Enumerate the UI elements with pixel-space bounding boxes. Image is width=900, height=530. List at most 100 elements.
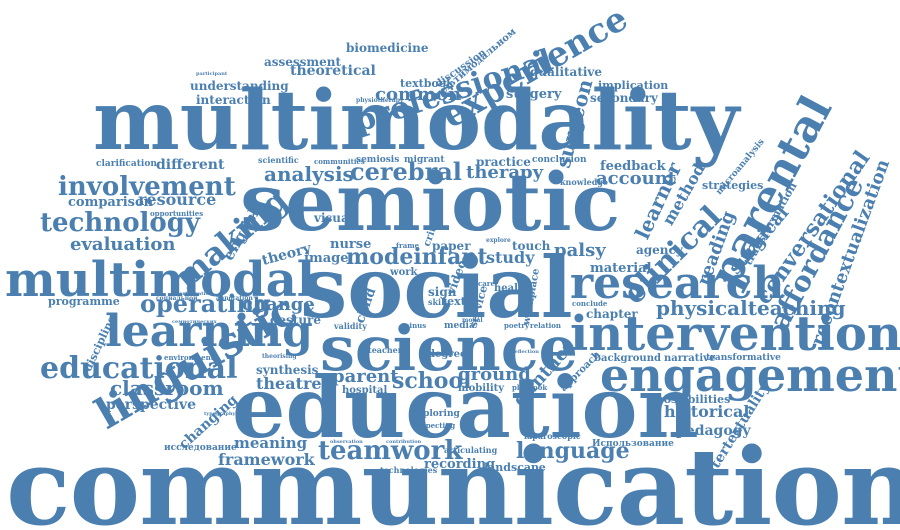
word-poetry: poetry: [504, 321, 530, 330]
word-account: account: [596, 168, 677, 189]
word-inspecting: inspecting: [414, 421, 456, 430]
word-clarification: clarification: [96, 159, 157, 169]
word-semiotic: semiotic: [240, 155, 621, 249]
word-different: different: [156, 157, 225, 173]
word-feedback: feedback: [600, 159, 666, 174]
word-study: study: [486, 248, 535, 267]
word-theorising: theorising: [262, 353, 297, 360]
word-typography: typography: [204, 411, 236, 417]
word-evaluation: evaluation: [70, 234, 176, 255]
word-frame: frame: [396, 241, 420, 250]
word-observation: observation: [330, 439, 363, 445]
word-pedagogy: pedagogy: [676, 423, 751, 439]
word-multimodal: multimodal: [5, 252, 316, 308]
word-education: education: [232, 358, 699, 457]
word-possibilities: possibilities: [656, 393, 731, 406]
word-contribution: contribution: [386, 439, 422, 445]
word-validity: validity: [334, 321, 367, 331]
word-reflection: reflection: [512, 349, 539, 355]
word-playbook: playbook: [512, 383, 548, 392]
word-exploring: exploring: [412, 409, 460, 419]
word-qualitative: qualitative: [530, 65, 603, 79]
word-understanding: understanding: [190, 79, 289, 93]
word-therapy: therapy: [466, 162, 544, 183]
word-technologies: technologies: [380, 465, 438, 475]
word-science: science: [320, 312, 578, 385]
word-involvement: involvement: [58, 172, 236, 202]
word-learning: learning: [105, 306, 313, 357]
word-technology: technology: [40, 208, 201, 238]
word-school: school: [392, 368, 472, 394]
word-articulating: articulating: [444, 445, 498, 455]
word-parent: parent: [332, 366, 399, 387]
word-ispolzovanie: Использование: [592, 439, 674, 449]
word-recording: recording: [424, 457, 496, 472]
word-narrative: narrative: [664, 353, 716, 364]
word-landscape: landscape: [484, 461, 546, 474]
word-modal: modal: [462, 317, 483, 324]
word-transformative: transformative: [706, 353, 781, 363]
word-meaning: meaning: [234, 434, 308, 452]
word-environment: environment: [164, 353, 214, 362]
word-nurse: nurse: [330, 237, 372, 252]
word-minus: minus: [402, 321, 427, 330]
word-media: media: [444, 321, 475, 331]
word-issledovanie: исследование: [164, 443, 237, 453]
word-agency: agency: [636, 243, 683, 257]
word-physicalteaching: physicalteaching: [656, 296, 846, 320]
word-knowledge: knowledge: [560, 177, 608, 187]
word-practice: practice: [476, 155, 531, 169]
word-theatre: theatre: [256, 374, 322, 393]
word-social: social: [300, 238, 573, 337]
word-research: research: [570, 258, 785, 309]
word-resource: resource: [138, 190, 217, 209]
word-historical: historical: [664, 402, 750, 421]
word-mobility: mobility: [458, 383, 505, 394]
word-teacher: teacher: [368, 345, 402, 355]
word-semiotics-ru: семиотических: [172, 319, 217, 325]
word-cerebral: cerebral: [350, 157, 462, 186]
word-language: language: [516, 438, 630, 464]
word-paper: paper: [432, 239, 471, 253]
word-communities: communities: [314, 157, 365, 166]
word-scientific: scientific: [258, 155, 299, 165]
word-textbook: textbook: [400, 77, 454, 90]
word-operating: operating: [140, 289, 271, 318]
word-secondary: secondary: [590, 91, 658, 105]
word-health: health: [494, 283, 530, 294]
word-common: common: [375, 84, 462, 105]
word-implication: implication: [598, 79, 669, 92]
word-conclusion: conclusion: [532, 155, 587, 165]
word-migrant: migrant: [404, 155, 445, 165]
word-explore: explore: [486, 237, 511, 244]
word-sign: sign: [428, 285, 457, 299]
word-semiosis: semiosis: [356, 155, 400, 165]
word-visual: visual: [314, 211, 354, 225]
word-surgery: surgery: [506, 87, 562, 102]
word-care: care: [478, 279, 495, 288]
word-educational: educational: [40, 351, 238, 386]
word-multimodality: multimodality: [93, 73, 740, 169]
word-change: change: [242, 294, 315, 315]
word-palsy: palsy: [554, 240, 606, 261]
word-skill: skill: [428, 297, 448, 307]
word-intervention: intervention: [570, 306, 900, 362]
word-participant: participant: [196, 71, 228, 77]
word-physiotherapy: physiotherapy: [356, 97, 404, 104]
word-synthesis: synthesis: [256, 363, 319, 377]
word-biomedicine: biomedicine: [346, 41, 429, 55]
word-chapter: chapter: [586, 307, 638, 321]
word-text: text: [442, 295, 466, 308]
word-laparoscopic: laparoscopic: [524, 431, 581, 441]
word-teamwork: teamwork: [318, 436, 463, 466]
word-analysis: analysis: [264, 162, 354, 186]
word-background: background: [594, 353, 661, 364]
word-work: work: [390, 267, 418, 278]
word-ground: ground: [458, 364, 531, 385]
word-assessment: assessment: [264, 55, 342, 69]
word-strategies: strategies: [702, 179, 764, 192]
word-participation: participation: [176, 291, 213, 297]
word-degree: degree: [428, 349, 467, 360]
word-perspective: perspective: [106, 397, 197, 413]
